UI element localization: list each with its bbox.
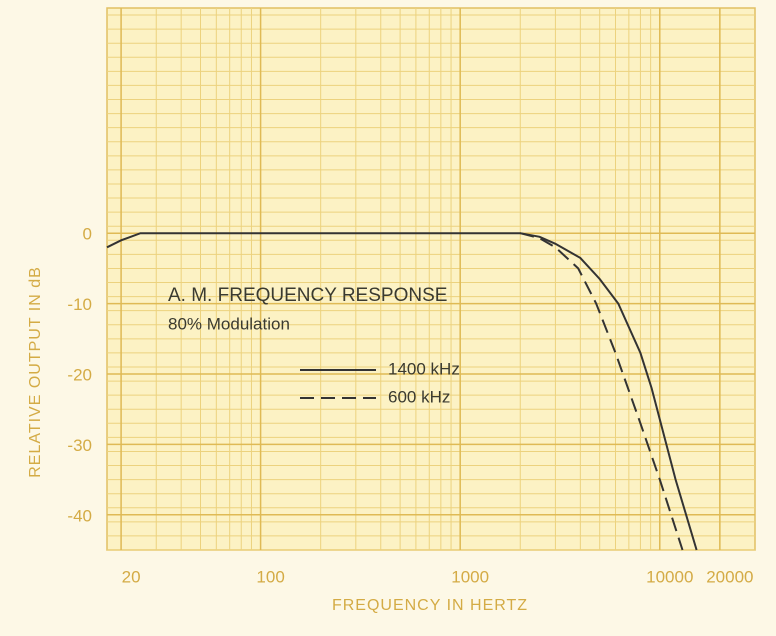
y-tick-label: -10 (67, 295, 92, 314)
legend-label: 1400 kHz (388, 359, 460, 378)
x-axis-title: FREQUENCY IN HERTZ (332, 597, 528, 614)
legend-label: 600 kHz (388, 387, 450, 406)
annotation-subtitle: 80% Modulation (168, 314, 290, 333)
x-tick-label: 10000 (646, 567, 693, 586)
plot-area (106, 7, 756, 551)
series-line (520, 232, 684, 551)
x-tick-label: 1000 (451, 567, 489, 586)
y-tick-label: -40 (67, 506, 92, 525)
x-tick-label: 20000 (706, 567, 753, 586)
x-tick-label: 20 (122, 567, 141, 586)
y-tick-label: 0 (83, 225, 92, 244)
y-axis-title: RELATIVE OUTPUT IN dB (27, 266, 44, 478)
y-tick-label: -20 (67, 366, 92, 385)
series-line (106, 232, 698, 551)
y-tick-label: -30 (67, 436, 92, 455)
x-tick-label: 100 (256, 567, 284, 586)
annotation-title: A. M. FREQUENCY RESPONSE (168, 285, 447, 306)
